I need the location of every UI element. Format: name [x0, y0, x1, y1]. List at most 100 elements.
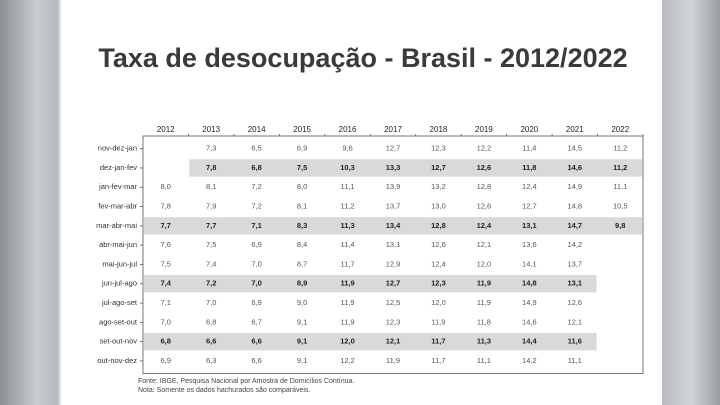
cell: 12,5	[386, 298, 401, 307]
cell: 7,6	[161, 240, 171, 249]
cell: 12,7	[386, 279, 401, 288]
cell: 12,3	[431, 144, 446, 153]
note: Nota: Somente os dados hachurados são co…	[138, 387, 310, 394]
cell: 7,7	[161, 221, 171, 230]
cell: 11,6	[568, 337, 582, 346]
cell: 12,6	[477, 202, 492, 211]
row-label: jun-jul-ago	[101, 279, 137, 288]
cell: 11,7	[431, 337, 445, 346]
cell: 14,6	[522, 317, 537, 326]
column-header: 2019	[475, 125, 493, 134]
cell: 7,7	[206, 221, 216, 230]
cell: 6,8	[206, 317, 216, 326]
cell: 6,8	[251, 163, 261, 172]
cell: 6,8	[161, 337, 171, 346]
cell: 11,2	[341, 202, 355, 211]
cell: 8,4	[297, 240, 307, 249]
cell: 12,8	[431, 221, 446, 230]
cell: 12,4	[477, 221, 492, 230]
cell: 7,2	[251, 202, 261, 211]
cell: 12,6	[431, 240, 446, 249]
cell: 7,3	[206, 144, 216, 153]
cell: 6,9	[251, 298, 261, 307]
cell: 14,2	[568, 240, 583, 249]
cell: 6,7	[251, 317, 261, 326]
cell: 12,7	[522, 202, 537, 211]
cell: 12,7	[386, 144, 401, 153]
cell: 8,0	[161, 182, 171, 191]
cell: 12,2	[340, 356, 355, 365]
cell: 12,4	[431, 259, 446, 268]
cell: 7,2	[251, 182, 261, 191]
cell: 7,5	[297, 163, 307, 172]
cell: 11,3	[477, 337, 491, 346]
cell: 6,5	[251, 144, 261, 153]
cell: 8,9	[297, 279, 307, 288]
cell: 14,2	[522, 356, 537, 365]
cell: 9,1	[297, 317, 307, 326]
cell: 13,6	[522, 240, 537, 249]
cell: 8,0	[297, 182, 307, 191]
cell: 11,9	[386, 356, 400, 365]
cell: 12,0	[431, 298, 446, 307]
cell: 10,3	[340, 163, 355, 172]
cell: 6,9	[297, 144, 307, 153]
cell: 11,9	[341, 317, 355, 326]
cell: 13,1	[568, 279, 583, 288]
cell: 13,7	[386, 202, 401, 211]
cell: 11,1	[477, 356, 491, 365]
cell: 10,5	[613, 202, 628, 211]
cell: 8,7	[297, 259, 307, 268]
cell: 9,8	[615, 221, 625, 230]
cell: 12,3	[431, 279, 446, 288]
cell: 14,7	[568, 221, 583, 230]
cell: 11,9	[340, 279, 354, 288]
cell: 7,2	[206, 279, 216, 288]
row-label: set-out-nov	[99, 337, 137, 346]
cell: 7,8	[206, 163, 216, 172]
row-label: abr-mai-jun	[99, 240, 137, 249]
cell: 6,6	[206, 337, 216, 346]
column-header: 2012	[157, 125, 175, 134]
cell: 12,1	[386, 337, 401, 346]
cell: 13,9	[386, 182, 401, 191]
cell: 12,6	[477, 163, 492, 172]
cell: 11,9	[477, 279, 491, 288]
cell: 12,9	[386, 259, 401, 268]
column-header: 2022	[611, 125, 629, 134]
column-header: 2014	[248, 125, 266, 134]
column-header: 2018	[430, 125, 448, 134]
cell: 7,5	[206, 240, 216, 249]
cell: 11,1	[341, 182, 355, 191]
cell: 9,0	[297, 298, 307, 307]
cell: 12,2	[477, 144, 492, 153]
cell: 11,1	[568, 356, 582, 365]
cell: 7,4	[206, 259, 216, 268]
cell: 13,0	[431, 202, 446, 211]
source-note: Fonte: IBGE, Pesquisa Nacional por Amost…	[138, 378, 354, 385]
cell: 13,1	[386, 240, 401, 249]
cell: 11,9	[341, 298, 355, 307]
cell: 6,3	[206, 356, 216, 365]
cell: 11,2	[613, 163, 627, 172]
column-header: 2015	[293, 125, 311, 134]
highlight-band	[189, 159, 643, 177]
cell: 9,1	[297, 337, 307, 346]
cell: 7,0	[161, 317, 171, 326]
highlight-band	[144, 275, 597, 293]
cell: 7,1	[251, 221, 261, 230]
cell: 7,4	[161, 279, 172, 288]
cell: 12,8	[477, 182, 492, 191]
row-label: mai-jun-jul	[102, 259, 137, 268]
cell: 13,7	[568, 259, 583, 268]
cell: 12,0	[477, 259, 492, 268]
cell: 11,3	[340, 221, 354, 230]
table: 2012 2013 2014 2015 2016 2017 2018 2019 2020 2021…	[96, 125, 644, 375]
row-label: jul-ago-set	[101, 298, 138, 307]
cell: 12,0	[340, 337, 355, 346]
highlight-band	[144, 333, 597, 351]
cell: 12,4	[522, 182, 537, 191]
row-label: nov-dez-jan	[98, 144, 137, 153]
cell: 12,6	[568, 298, 583, 307]
cell: 11,9	[477, 298, 491, 307]
